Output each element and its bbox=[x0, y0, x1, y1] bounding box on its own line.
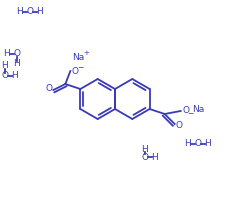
Text: H: H bbox=[12, 71, 18, 81]
Text: O: O bbox=[174, 122, 181, 131]
Text: H: H bbox=[36, 8, 43, 17]
Text: +: + bbox=[83, 50, 89, 56]
Text: O: O bbox=[13, 50, 20, 59]
Text: H: H bbox=[4, 50, 10, 59]
Text: O: O bbox=[141, 152, 148, 162]
Text: H: H bbox=[184, 139, 191, 148]
Text: O: O bbox=[46, 85, 53, 94]
Text: H: H bbox=[204, 139, 210, 148]
Text: H: H bbox=[151, 152, 158, 162]
Text: H: H bbox=[14, 60, 20, 68]
Text: H: H bbox=[17, 8, 23, 17]
Text: O: O bbox=[181, 106, 188, 115]
Text: Na: Na bbox=[192, 105, 204, 114]
Text: H: H bbox=[141, 144, 148, 153]
Text: O: O bbox=[26, 8, 33, 17]
Text: O: O bbox=[72, 67, 79, 76]
Text: O: O bbox=[1, 71, 9, 81]
Text: Na: Na bbox=[72, 53, 84, 61]
Text: H: H bbox=[2, 61, 8, 70]
Text: O: O bbox=[194, 139, 201, 148]
Text: −: − bbox=[77, 63, 83, 72]
Text: −: − bbox=[187, 109, 193, 118]
